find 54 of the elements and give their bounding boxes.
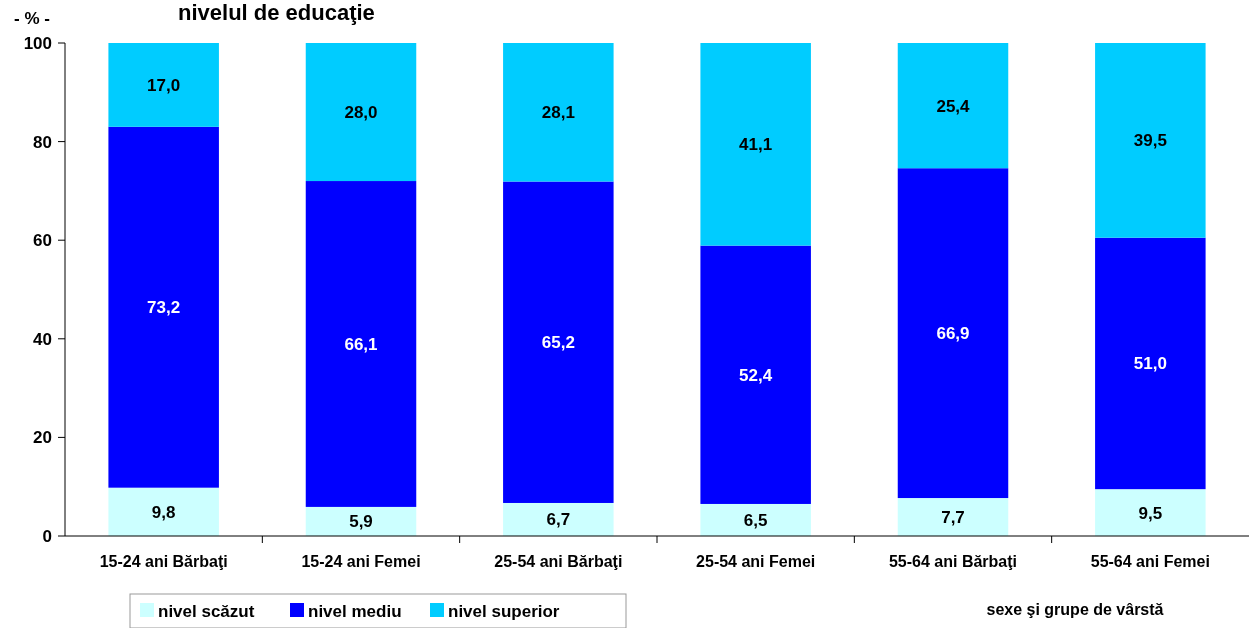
data-label: 6,7 bbox=[546, 510, 571, 530]
data-label: 5,9 bbox=[349, 512, 373, 532]
data-label: 52,4 bbox=[739, 365, 773, 385]
y-tick-label: 0 bbox=[42, 527, 52, 546]
y-tick-label: 60 bbox=[33, 231, 52, 251]
x-tick-label: 25-54 ani Femei bbox=[696, 553, 816, 570]
bar bbox=[700, 245, 811, 504]
x-tick-label: 55-64 ani Bărbaţi bbox=[888, 553, 1018, 570]
data-label: 73,2 bbox=[147, 298, 181, 318]
chart-title: nivelul de educaţie bbox=[178, 0, 375, 25]
data-label: 28,0 bbox=[344, 103, 378, 123]
bar bbox=[1095, 43, 1206, 238]
x-tick-label: 15-24 ani Bărbaţi bbox=[99, 553, 228, 570]
data-label: 66,9 bbox=[936, 324, 970, 344]
data-label: 66,1 bbox=[344, 334, 378, 354]
x-tick-label: 25-54 ani Bărbaţi bbox=[494, 553, 623, 570]
data-label: 39,5 bbox=[1133, 131, 1167, 151]
bar bbox=[305, 506, 417, 536]
data-label: 9,5 bbox=[1138, 503, 1163, 523]
bar bbox=[700, 43, 811, 246]
y-tick-label: 40 bbox=[33, 329, 52, 349]
bar bbox=[108, 43, 219, 127]
bar bbox=[503, 502, 614, 536]
y-tick-label: 80 bbox=[33, 132, 52, 152]
bar bbox=[1095, 489, 1206, 536]
data-label: 25,4 bbox=[936, 96, 971, 116]
bar bbox=[897, 498, 1009, 536]
legend-label: nivel superior bbox=[448, 602, 560, 621]
bar bbox=[1095, 237, 1206, 490]
data-label: 9,8 bbox=[151, 502, 176, 522]
y-axis-title: - % - bbox=[14, 9, 50, 28]
legend-label: nivel mediu bbox=[308, 602, 402, 621]
data-label: 6,5 bbox=[743, 510, 768, 530]
bar bbox=[108, 126, 219, 488]
data-label: 17,0 bbox=[147, 75, 181, 95]
data-label: 7,7 bbox=[941, 508, 965, 528]
data-label: 65,2 bbox=[541, 333, 575, 353]
data-label: 28,1 bbox=[541, 103, 575, 123]
y-tick-label: 100 bbox=[23, 34, 52, 53]
bar bbox=[897, 43, 1009, 169]
bar bbox=[897, 168, 1009, 499]
bar bbox=[503, 43, 614, 182]
bar bbox=[305, 181, 417, 507]
data-label: 51,0 bbox=[1133, 354, 1167, 374]
bar bbox=[700, 503, 811, 536]
legend-label: nivel scăzut bbox=[158, 602, 255, 621]
bar bbox=[108, 487, 219, 536]
data-label: 41,1 bbox=[739, 135, 773, 155]
x-tick-label: 55-64 ani Femei bbox=[1090, 553, 1210, 570]
x-tick-label: 15-24 ani Femei bbox=[301, 553, 421, 570]
bar bbox=[305, 43, 417, 182]
x-axis-title: sexe şi grupe de vârstă bbox=[986, 601, 1164, 618]
y-tick-label: 20 bbox=[33, 428, 52, 448]
bar bbox=[503, 181, 614, 503]
